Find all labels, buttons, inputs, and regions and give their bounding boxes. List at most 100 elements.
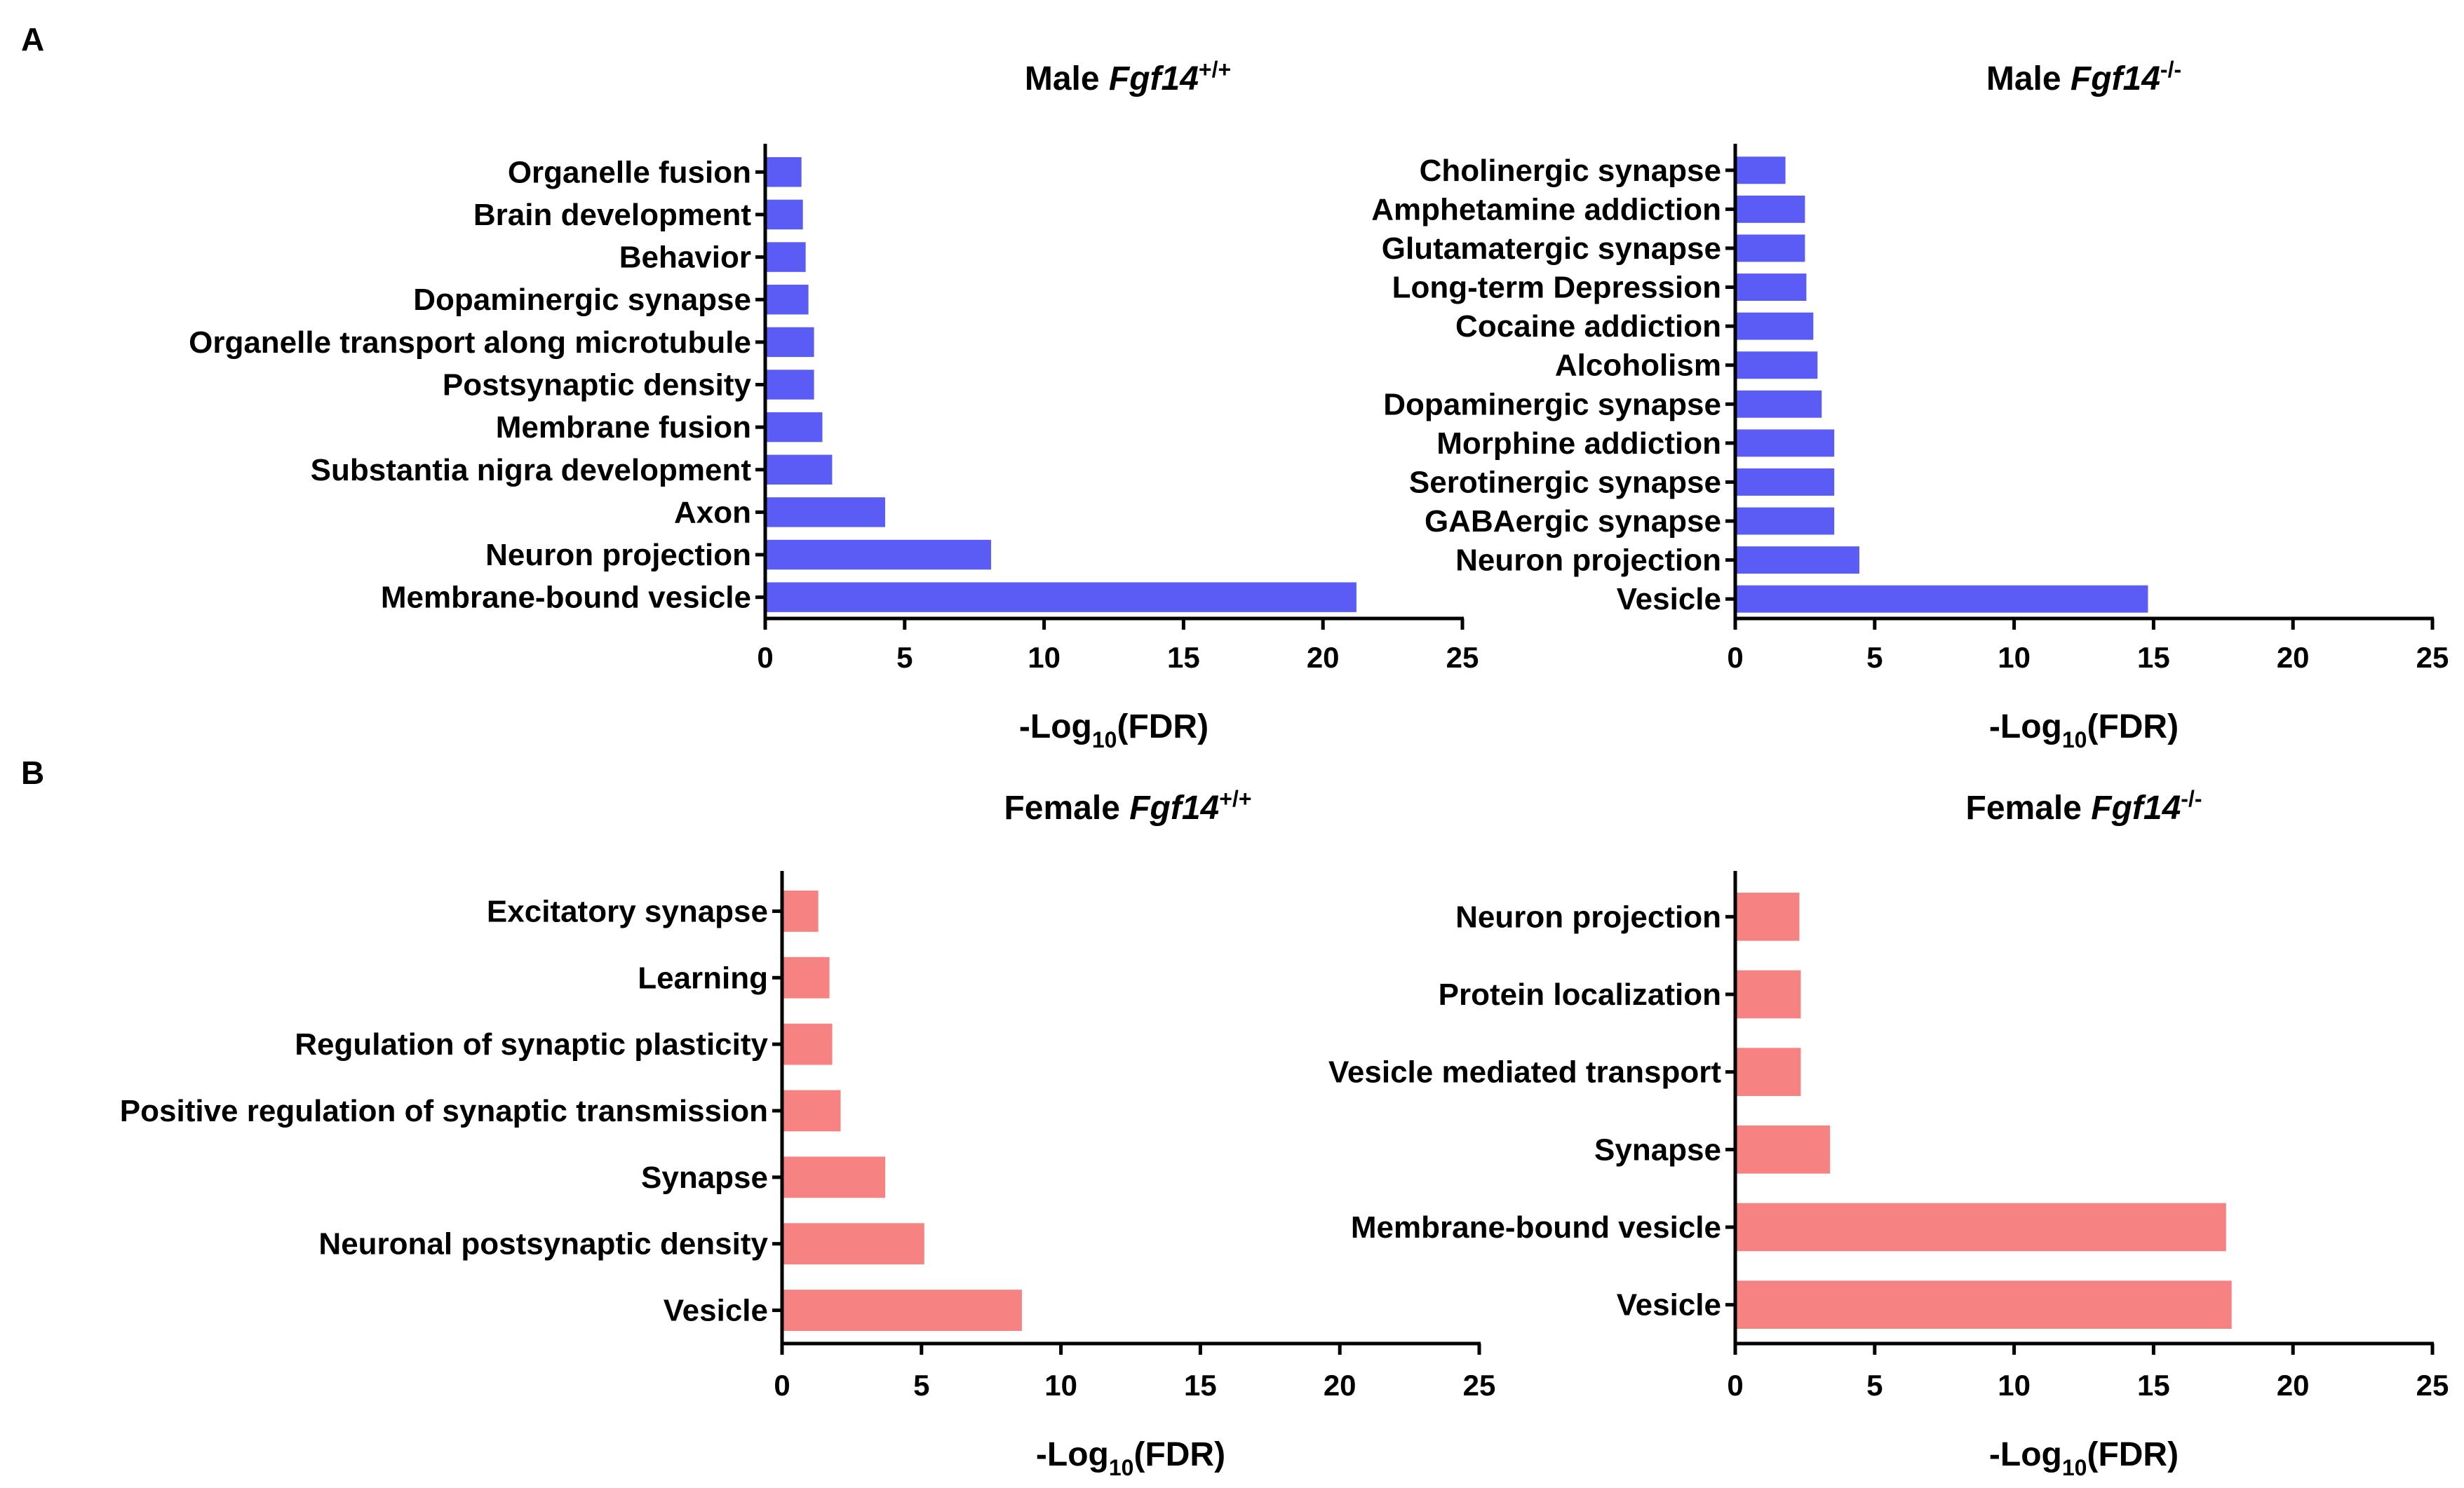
category-label: Behavior xyxy=(619,241,751,275)
category-label: Axon xyxy=(674,495,751,529)
category-label: Glutamatergic synapse xyxy=(1382,231,1721,266)
x-tick-label: 0 xyxy=(774,1369,790,1402)
chart-title-gene: Fgf14 xyxy=(1109,60,1199,97)
x-axis-title-post: (FDR) xyxy=(1133,1436,1225,1473)
x-axis-title-post: (FDR) xyxy=(2087,708,2179,745)
x-axis-title: -Log10(FDR) xyxy=(1989,708,2179,752)
category-label: Organelle transport along microtubule xyxy=(189,325,751,360)
category-label: GABAergic synapse xyxy=(1425,504,1721,539)
bar xyxy=(1735,312,1814,340)
bar xyxy=(765,285,809,315)
bar xyxy=(1735,507,1835,535)
x-tick-label: 25 xyxy=(1446,641,1479,674)
x-tick-label: 10 xyxy=(1998,641,2031,674)
bar xyxy=(782,956,830,999)
category-label: Cholinergic synapse xyxy=(1420,154,1721,188)
x-axis-title-post: (FDR) xyxy=(2087,1436,2179,1473)
bar xyxy=(1735,468,1835,496)
bar xyxy=(1735,1280,2232,1329)
x-axis-title-pre: -Log xyxy=(1019,708,1092,745)
bar xyxy=(782,1290,1022,1331)
chart-title-superscript: -/- xyxy=(2181,786,2202,811)
bar xyxy=(1735,585,2148,613)
x-tick-label: 0 xyxy=(1727,1369,1743,1402)
x-axis-title: -Log10(FDR) xyxy=(1019,708,1209,752)
x-axis-title-sub: 10 xyxy=(2062,1455,2087,1480)
bar xyxy=(1735,1048,1801,1096)
category-label: Neuronal postsynaptic density xyxy=(318,1227,768,1262)
x-axis-title: -Log10(FDR) xyxy=(1989,1436,2179,1480)
bar xyxy=(1735,429,1835,457)
bar xyxy=(782,891,819,932)
category-label: Neuron projection xyxy=(1455,543,1721,578)
bar xyxy=(765,412,823,442)
chart-title-prefix: Female xyxy=(1966,790,2092,827)
x-tick-label: 15 xyxy=(2137,1369,2170,1402)
x-axis-title: -Log10(FDR) xyxy=(1036,1436,1225,1480)
category-label: Brain development xyxy=(473,198,751,232)
x-axis-title-sub: 10 xyxy=(2062,727,2087,752)
category-label: Cocaine addiction xyxy=(1455,309,1721,344)
x-axis-title-pre: -Log xyxy=(1036,1436,1109,1473)
x-tick-label: 20 xyxy=(2277,1369,2310,1402)
x-tick-label: 5 xyxy=(1866,641,1883,674)
bar xyxy=(765,242,806,272)
x-tick-label: 15 xyxy=(2137,641,2170,674)
x-tick-label: 0 xyxy=(1727,641,1743,674)
category-label: Vesicle mediated transport xyxy=(1328,1055,1721,1090)
x-tick-label: 0 xyxy=(757,641,773,674)
x-tick-label: 20 xyxy=(1324,1369,1356,1402)
x-tick-label: 20 xyxy=(1307,641,1340,674)
category-label: Alcoholism xyxy=(1555,349,1721,383)
bar xyxy=(1735,893,1800,941)
panel-label-a: A xyxy=(21,21,44,58)
bar xyxy=(765,370,814,400)
bar xyxy=(765,199,803,230)
x-tick-label: 5 xyxy=(1866,1369,1883,1402)
category-label: Positive regulation of synaptic transmis… xyxy=(120,1094,768,1128)
chart-title-gene: Fgf14 xyxy=(2071,60,2160,97)
category-label: Long-term Depression xyxy=(1392,271,1721,305)
category-label: Synapse xyxy=(1594,1132,1721,1167)
category-label: Membrane fusion xyxy=(496,410,751,445)
x-tick-label: 15 xyxy=(1167,641,1200,674)
category-label: Neuron projection xyxy=(485,538,751,572)
bar xyxy=(1735,1203,2226,1252)
bar xyxy=(1735,234,1805,262)
category-label: Learning xyxy=(638,961,768,995)
bar xyxy=(1735,156,1786,184)
category-label: Dopaminergic synapse xyxy=(1383,387,1721,421)
chart-title: Male Fgf14-/- xyxy=(1986,57,2181,97)
x-tick-label: 10 xyxy=(1028,641,1061,674)
category-label: Synapse xyxy=(641,1161,768,1195)
chart-female-ko: Female Fgf14-/- Neuron projection Protein … xyxy=(1328,786,2449,1480)
bar xyxy=(782,1090,841,1132)
category-label: Morphine addiction xyxy=(1436,426,1721,461)
chart-title: Male Fgf14+/+ xyxy=(1025,57,1231,97)
bar xyxy=(1735,195,1805,223)
chart-title-superscript: +/+ xyxy=(1219,786,1251,811)
category-label: Postsynaptic density xyxy=(443,368,752,403)
x-tick-label: 25 xyxy=(1463,1369,1496,1402)
category-label: Vesicle xyxy=(664,1294,768,1328)
x-tick-label: 20 xyxy=(2277,641,2310,674)
chart-title-prefix: Female xyxy=(1004,790,1129,827)
chart-title-gene: Fgf14 xyxy=(1129,790,1219,827)
bar xyxy=(765,327,814,358)
chart-title-prefix: Male xyxy=(1986,60,2071,97)
bar xyxy=(782,1223,924,1265)
category-label: Neuron projection xyxy=(1455,900,1721,934)
chart-title-gene: Fgf14 xyxy=(2091,790,2181,827)
chart-male-wt: Male Fgf14+/+ Organelle fusion Brain devel… xyxy=(189,57,1479,752)
x-axis-title-pre: -Log xyxy=(1989,708,2062,745)
chart-title: Female Fgf14+/+ xyxy=(1004,786,1251,827)
x-tick-label: 15 xyxy=(1184,1369,1217,1402)
category-label: Protein localization xyxy=(1439,978,1721,1012)
bar xyxy=(765,157,802,187)
chart-female-wt: Female Fgf14+/+ Excitatory synapse Learnin… xyxy=(120,786,1496,1480)
category-label: Substantia nigra development xyxy=(311,453,752,487)
bar xyxy=(1735,970,1801,1019)
x-tick-label: 10 xyxy=(1998,1369,2031,1402)
